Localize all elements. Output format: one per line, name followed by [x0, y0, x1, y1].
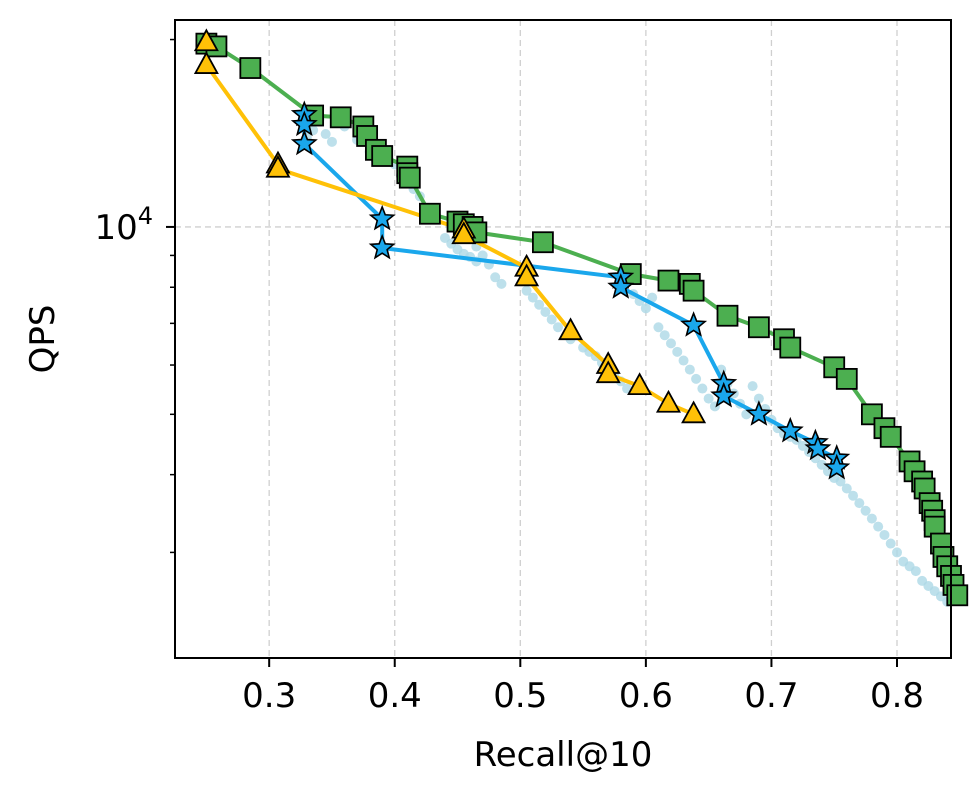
background-point — [866, 513, 877, 524]
square-marker — [532, 231, 554, 254]
square-marker — [835, 367, 858, 390]
background-point — [490, 272, 501, 283]
background-point — [879, 529, 890, 540]
star-marker — [745, 400, 773, 426]
star-marker — [290, 129, 318, 156]
x-tick-label: 0.3 — [242, 676, 296, 716]
background-point — [703, 393, 714, 404]
triangle-marker — [193, 51, 219, 74]
square-marker — [239, 57, 262, 79]
triangle-marker — [514, 263, 540, 287]
star-marker — [823, 453, 851, 480]
star-marker — [368, 233, 396, 260]
background-point — [678, 355, 689, 366]
x-axis-ticks: 0.3 0.4 0.5 0.6 0.7 0.8 — [242, 658, 924, 716]
background-point — [320, 129, 331, 140]
background-point — [910, 566, 921, 577]
y-axis-label: QPS — [23, 305, 63, 374]
background-point — [640, 303, 651, 314]
background-point — [841, 483, 852, 494]
background-point — [659, 330, 670, 341]
star-marker — [804, 434, 832, 461]
square-marker — [716, 304, 739, 327]
square-marker — [747, 316, 770, 339]
triangle-marker — [558, 317, 584, 341]
background-point — [540, 307, 551, 318]
background-point — [521, 285, 532, 296]
background-point — [672, 346, 683, 357]
x-tick-label: 0.6 — [619, 676, 673, 716]
y-tick-label: 104 — [94, 202, 153, 248]
square-marker — [398, 166, 421, 189]
star-marker — [680, 311, 708, 337]
background-point — [527, 292, 538, 303]
square-marker — [879, 425, 902, 448]
triangle-marker — [627, 372, 653, 396]
star-marker — [607, 273, 635, 299]
square-marker — [657, 269, 680, 292]
background-point — [753, 393, 764, 404]
x-tick-label: 0.5 — [493, 676, 547, 716]
background-point — [477, 250, 488, 261]
background-point — [854, 498, 865, 509]
background-point — [534, 299, 545, 310]
background-point — [552, 322, 563, 333]
triangle-marker — [451, 221, 477, 245]
star-marker — [368, 204, 396, 231]
square-marker — [418, 202, 441, 225]
triangle-marker — [655, 389, 681, 413]
triangle-marker — [595, 360, 621, 384]
background-point — [697, 383, 708, 394]
star-marker — [776, 416, 804, 443]
square-marker — [946, 584, 969, 607]
triangle-marker — [193, 28, 219, 52]
background-point — [747, 381, 758, 392]
background-point — [653, 322, 664, 333]
background-point — [885, 538, 896, 549]
triangle-marker — [681, 400, 707, 424]
background-point — [835, 476, 846, 487]
square-marker — [329, 106, 352, 129]
background-point — [665, 338, 676, 349]
background-point — [546, 314, 557, 325]
square-marker — [371, 145, 394, 167]
y-axis-ticks: 104 — [94, 38, 175, 554]
background-point — [326, 136, 337, 147]
background-point — [848, 490, 859, 501]
background-point — [684, 364, 695, 375]
plot-frame — [174, 19, 952, 659]
background-point — [860, 505, 871, 516]
background-point — [816, 459, 827, 470]
background-point — [691, 373, 702, 384]
x-axis-label: Recall@10 — [474, 735, 653, 775]
background-point — [797, 440, 808, 451]
background-point — [647, 292, 658, 303]
series-markers — [193, 28, 969, 607]
background-point — [496, 278, 507, 289]
x-tick-label: 0.7 — [744, 676, 798, 716]
background-point — [873, 521, 884, 532]
x-tick-label: 0.4 — [368, 676, 422, 716]
square-marker — [682, 279, 705, 302]
background-point — [892, 547, 903, 558]
star-marker — [710, 381, 738, 408]
x-tick-label: 0.8 — [870, 676, 924, 716]
triangle-marker — [265, 154, 291, 178]
square-marker — [779, 336, 802, 359]
